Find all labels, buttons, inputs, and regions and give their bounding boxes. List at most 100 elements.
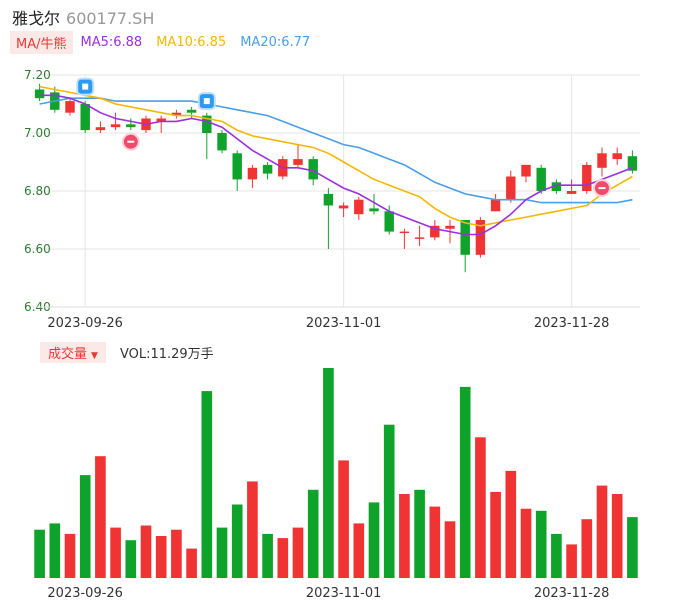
volume-bar (535, 510, 547, 578)
candle-body (338, 205, 349, 209)
volume-bar (323, 368, 334, 578)
volume-date-label: 2023-11-28 (534, 586, 610, 601)
candle-body (126, 124, 136, 128)
candle-body (582, 164, 592, 191)
volume-bar (566, 544, 577, 578)
volume-bar (247, 481, 258, 578)
candle-body (65, 101, 75, 113)
candle-body (186, 109, 197, 113)
volume-bar (627, 517, 638, 578)
candle-body (110, 124, 121, 128)
ma5-legend: MA5:6.88 (80, 34, 143, 50)
volume-bar (581, 519, 593, 578)
volume-bar (292, 527, 304, 578)
candle-body (247, 167, 258, 180)
candle-body (597, 153, 607, 168)
volume-bar (353, 523, 365, 578)
candle-body (293, 159, 303, 165)
candle-body (34, 89, 45, 99)
volume-bar (277, 538, 289, 578)
volume-bar (505, 470, 517, 578)
volume-bar (186, 548, 197, 578)
candle-body (369, 208, 379, 212)
candle-body (217, 133, 227, 151)
candle-body (80, 104, 90, 131)
candle-body (323, 193, 334, 206)
bull-signal-glyph (598, 187, 606, 190)
signal-flag-glyph (82, 83, 89, 90)
stock-name: 雅戈尔 (12, 9, 61, 28)
candle-body (262, 164, 273, 174)
volume-date-label: 2023-09-26 (47, 586, 123, 601)
candle-body (460, 220, 470, 255)
volume-value: VOL:11.29万手 (119, 346, 214, 362)
volume-bar (596, 485, 608, 578)
candle-body (627, 156, 638, 171)
ma20-line (39, 97, 633, 204)
price-date-label: 2023-09-26 (47, 316, 123, 331)
volume-bar (201, 391, 213, 578)
candle-body (354, 199, 364, 215)
candle-body (171, 112, 182, 116)
candle-body (536, 167, 546, 191)
volume-bar (79, 475, 91, 578)
caret-down-icon: ▼ (91, 350, 98, 361)
bull-signal-glyph (127, 140, 135, 143)
volume-bar (611, 494, 623, 578)
volume-bar (490, 491, 501, 578)
candle-body (506, 176, 516, 200)
volume-bar (520, 508, 532, 578)
volume-bar (414, 489, 425, 578)
volume-bar (216, 527, 228, 578)
candle-body (521, 164, 531, 177)
candle-body (202, 115, 212, 133)
volume-bar (64, 533, 76, 578)
candle-body (156, 118, 166, 122)
volume-legend: 成交量 ▼ VOL:11.29万手 (40, 341, 214, 363)
volume-selector-button[interactable]: 成交量 ▼ (40, 341, 106, 363)
ma5-line (39, 94, 633, 236)
candle-body (566, 191, 577, 194)
volume-bar (140, 525, 152, 578)
volume-bar (262, 533, 273, 578)
volume-bar (459, 386, 471, 578)
candle-body (475, 220, 486, 255)
price-tick-label: 6.60 (24, 242, 51, 256)
volume-bar (368, 502, 380, 578)
volume-bar (125, 540, 137, 578)
price-tick-label: 7.00 (24, 126, 51, 140)
candle-body (95, 127, 106, 131)
stock-title: 雅戈尔 600177.SH (12, 5, 154, 29)
volume-bar (444, 521, 456, 578)
ma10-legend: MA10:6.85 (156, 34, 227, 50)
volume-tag-label: 成交量 (48, 346, 88, 362)
price-tick-label: 7.20 (24, 68, 51, 82)
candle-body (414, 237, 425, 239)
volume-bar (171, 529, 182, 578)
volume-bar (399, 494, 410, 578)
volume-bar (110, 527, 121, 578)
candle-body (612, 153, 622, 160)
price-tick-label: 6.80 (24, 184, 51, 198)
volume-date-label: 2023-11-01 (306, 586, 382, 601)
volume-bar (34, 529, 45, 578)
candle-body (384, 211, 394, 232)
ma-selector-button[interactable]: MA/牛熊 (10, 30, 73, 54)
candle-body (490, 199, 501, 212)
signal-flag-glyph (203, 98, 210, 105)
volume-bar (429, 506, 441, 578)
volume-bar (231, 504, 243, 578)
candle-body (232, 153, 242, 180)
candle-body (399, 231, 410, 234)
price-date-label: 2023-11-28 (534, 316, 610, 331)
volume-bar (338, 460, 349, 578)
volume-bar (95, 456, 106, 578)
price-date-label: 2023-11-01 (306, 316, 382, 331)
candle-body (430, 225, 440, 238)
volume-bar (49, 523, 61, 578)
ma10-line (39, 85, 633, 227)
volume-bar (155, 536, 167, 578)
ma20-legend: MA20:6.77 (240, 34, 311, 50)
volume-bar (551, 533, 562, 578)
candle-body (551, 182, 562, 191)
